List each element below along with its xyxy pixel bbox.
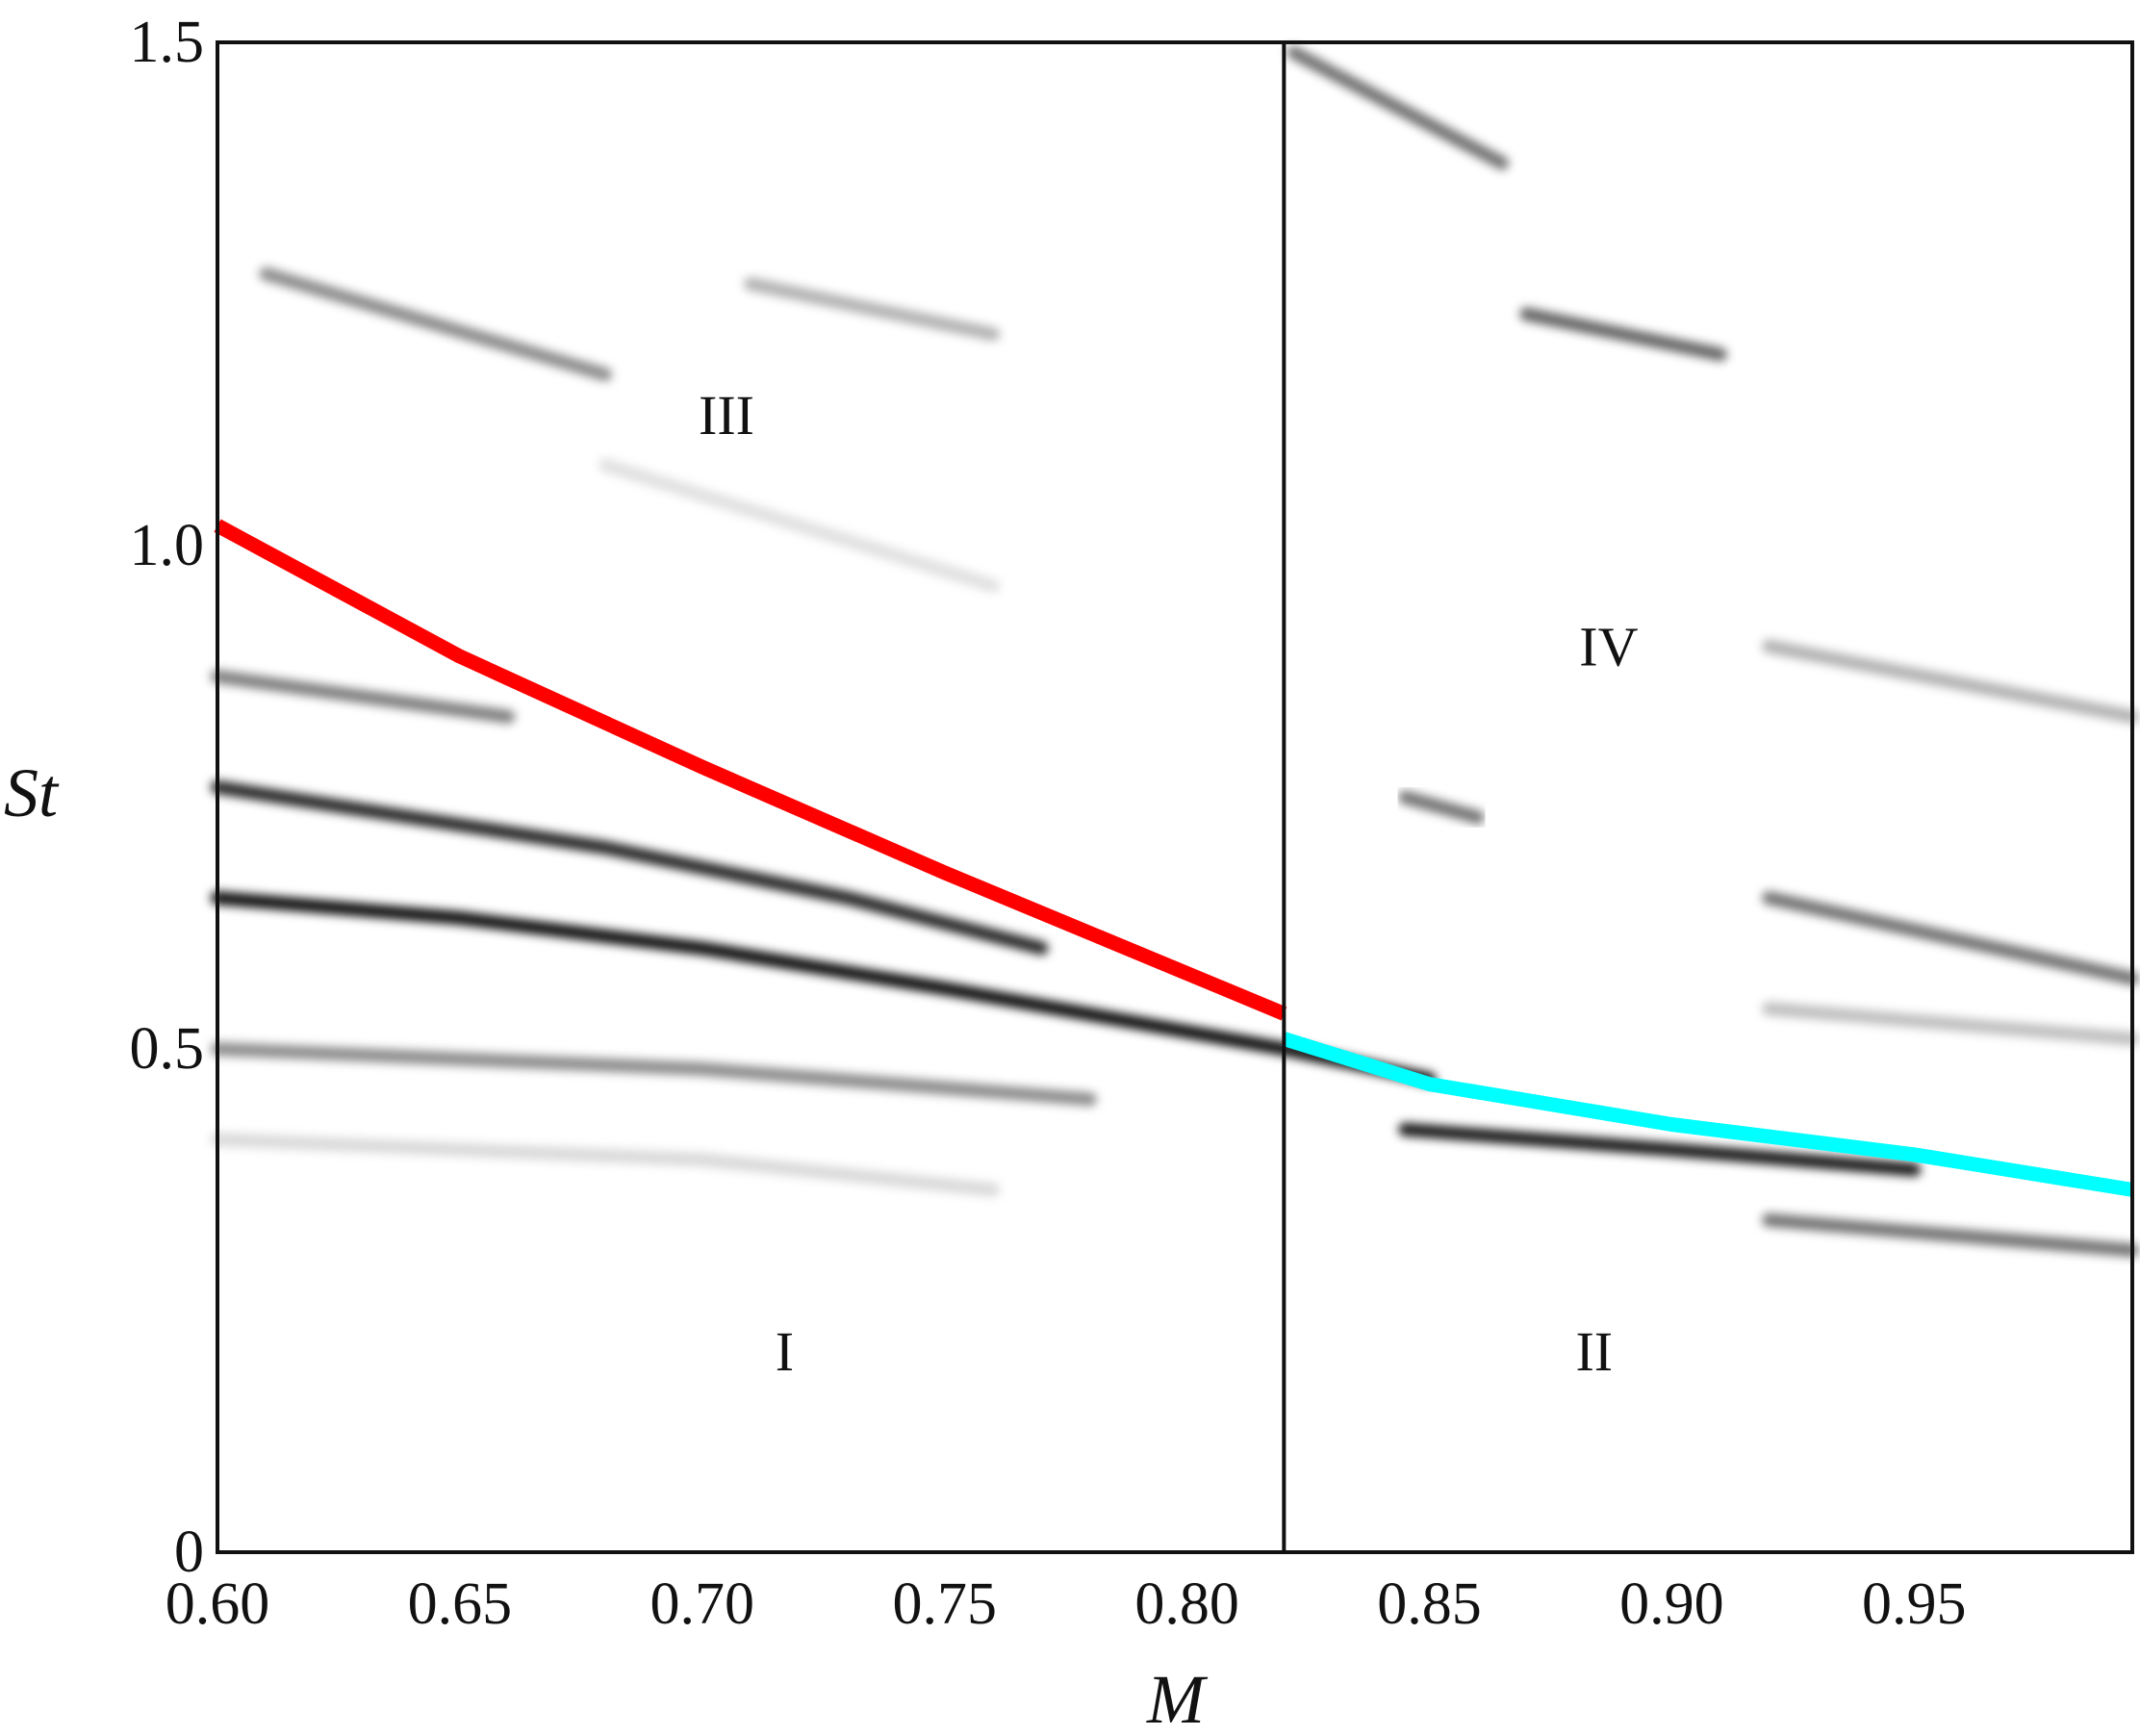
series-line-1 — [214, 519, 1287, 1021]
spectral-band-8 — [599, 458, 1001, 593]
spectral-band-6 — [259, 267, 612, 382]
series-line-2 — [1282, 1032, 2134, 1197]
x-tick-label: 0.80 — [1134, 1571, 1239, 1637]
x-tick-label: 0.95 — [1862, 1571, 1967, 1637]
x-tick-label: 0.65 — [408, 1571, 513, 1637]
spectral-band-13 — [1762, 891, 2139, 985]
series-lines — [214, 519, 2134, 1197]
x-tick-label: 0.90 — [1619, 1571, 1724, 1637]
x-tick-label: 0.70 — [650, 1571, 755, 1637]
x-tick-label: 0.60 — [166, 1571, 270, 1637]
spectral-band-9 — [1287, 45, 1510, 170]
spectral-band-11 — [1398, 790, 1485, 825]
y-tick-label: 0.5 — [130, 1016, 205, 1082]
x-tick-label: 0.85 — [1377, 1571, 1482, 1637]
x-tick-label: 0.75 — [892, 1571, 997, 1637]
x-axis-label: M — [1146, 1661, 1209, 1736]
y-tick-label: 1.5 — [130, 10, 205, 75]
spectral-band-1 — [211, 891, 1437, 1086]
y-tick-label: 0 — [174, 1519, 204, 1585]
spectral-band-16 — [1762, 639, 2139, 724]
region-label: III — [699, 384, 754, 447]
spectral-band-12 — [1398, 1122, 1922, 1177]
y-axis-ticks: 0 0.5 1.0 1.5 — [130, 10, 205, 1585]
region-label: II — [1575, 1320, 1613, 1383]
spectral-band-2 — [211, 780, 1049, 956]
x-axis-ticks: 0.60 0.65 0.70 0.75 0.80 0.85 0.90 0.95 — [166, 1571, 1967, 1637]
spectral-band-15 — [1762, 1213, 2139, 1258]
region-label: I — [776, 1320, 794, 1383]
spectral-band-4 — [211, 1042, 1097, 1107]
spectral-band-14 — [1762, 1002, 2139, 1046]
spectral-band-7 — [744, 277, 1001, 342]
spectral-bands — [211, 45, 2139, 1258]
y-axis-label: St — [4, 754, 60, 831]
y-tick-label: 1.0 — [130, 513, 205, 578]
spectral-band-10 — [1519, 307, 1727, 362]
spectral-band-5 — [211, 1133, 1001, 1197]
plot-frame — [216, 40, 2134, 1554]
spectral-band-3 — [211, 670, 516, 724]
region-label: IV — [1579, 616, 1638, 678]
